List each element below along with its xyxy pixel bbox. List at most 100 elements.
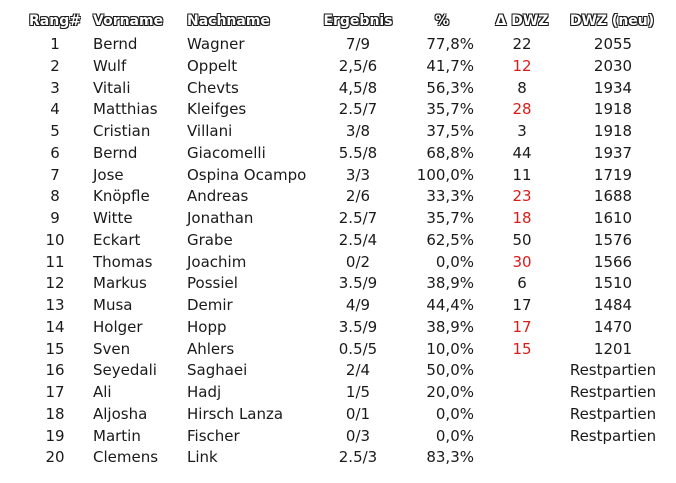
cell-delta-dwz: 23 — [512, 187, 532, 206]
table-row: 20 Clemens Link 2.5/3 83,3% — [0, 446, 676, 468]
table-row: 1 Bernd Wagner 7/9 77,8% 22 2055 — [0, 33, 676, 55]
table-row: 16 Seyedali Saghaei 2/4 50,0% Restpartien — [0, 359, 676, 381]
table-row: 15 Sven Ahlers 0.5/5 10,0% 15 1201 — [0, 338, 676, 360]
cell-rank: 13 — [45, 296, 65, 314]
cell-percent: 56,3% — [426, 78, 474, 97]
cell-dwz-new: 1934 — [593, 78, 633, 97]
cell-percent: 33,3% — [426, 187, 474, 206]
cell-delta-dwz: 12 — [512, 56, 532, 75]
cell-result: 2,5/6 — [338, 56, 378, 75]
cell-first-name: Sven — [93, 339, 131, 358]
cell-delta-dwz: 3 — [517, 122, 527, 140]
cell-percent: 35,7% — [426, 209, 474, 227]
cell-percent: 68,8% — [426, 143, 474, 162]
cell-dwz-new: Restpartien — [569, 383, 657, 401]
cell-rank: 12 — [45, 274, 65, 293]
cell-rank: 20 — [45, 448, 65, 467]
cell-first-name: Seyedali — [93, 361, 157, 380]
cell-first-name: Knöpfle — [93, 187, 150, 206]
cell-last-name: Ospina Ocampo — [187, 165, 307, 184]
table-row: 2 Wulf Oppelt 2,5/6 41,7% 12 2030 — [0, 55, 676, 77]
cell-result: 2.5/7 — [338, 100, 378, 119]
cell-percent: 77,8% — [426, 35, 474, 53]
cell-dwz-new: 1566 — [593, 252, 633, 271]
cell-last-name: Jonathan — [187, 209, 254, 227]
cell-last-name: Wagner — [187, 35, 245, 53]
cell-last-name: Saghaei — [187, 361, 248, 380]
cell-result: 3/8 — [345, 122, 371, 140]
cell-rank: 14 — [45, 317, 65, 336]
cell-first-name: Bernd — [93, 35, 138, 53]
cell-result: 2.5/3 — [338, 448, 378, 467]
cell-result: 1/5 — [345, 383, 371, 401]
cell-first-name: Bernd — [93, 143, 138, 162]
cell-result: 0/2 — [345, 252, 371, 271]
cell-rank: 4 — [50, 100, 60, 119]
cell-delta-dwz: 11 — [512, 165, 532, 184]
cell-last-name: Joachim — [187, 252, 247, 271]
cell-last-name: Hadj — [187, 383, 222, 401]
table-row: 18 Aljosha Hirsch Lanza 0/1 0,0% Restpartien — [0, 403, 676, 425]
cell-first-name: Wulf — [93, 56, 127, 75]
cell-dwz-new: 1688 — [593, 187, 633, 206]
cell-dwz-new: 1610 — [593, 209, 633, 227]
cell-first-name: Thomas — [93, 252, 153, 271]
cell-rank: 18 — [45, 404, 65, 423]
cell-percent: 0,0% — [435, 426, 474, 445]
cell-dwz-new: 1918 — [593, 100, 633, 119]
cell-result: 3.5/9 — [338, 317, 378, 336]
table-row: 3 Vitali Chevts 4,5/8 56,3% 8 1934 — [0, 77, 676, 99]
cell-delta-dwz: 50 — [512, 230, 532, 249]
cell-rank: 9 — [50, 209, 60, 227]
cell-first-name: Jose — [93, 165, 124, 184]
table-row: 17 Ali Hadj 1/5 20,0% Restpartien — [0, 381, 676, 403]
cell-delta-dwz: 18 — [512, 209, 532, 227]
cell-percent: 38,9% — [426, 274, 474, 293]
cell-first-name: Eckart — [93, 230, 141, 249]
cell-result: 3.5/9 — [338, 274, 378, 293]
cell-percent: 44,4% — [426, 296, 474, 314]
table-row: 14 Holger Hopp 3.5/9 38,9% 17 1470 — [0, 316, 676, 338]
cell-last-name: Giacomelli — [187, 143, 266, 162]
cell-dwz-new: 1510 — [593, 274, 633, 293]
cell-result: 0/1 — [345, 404, 371, 423]
cell-percent: 10,0% — [426, 339, 474, 358]
header-dwz-new: DWZ (neu) — [569, 13, 655, 29]
cell-last-name: Ahlers — [187, 339, 235, 358]
cell-rank: 3 — [50, 78, 60, 97]
cell-result: 0/3 — [345, 426, 371, 445]
table-row: 10 Eckart Grabe 2.5/4 62,5% 50 1576 — [0, 229, 676, 251]
cell-delta-dwz: 30 — [512, 252, 532, 271]
cell-dwz-new: 1470 — [593, 317, 633, 336]
cell-percent: 83,3% — [426, 448, 474, 467]
cell-dwz-new: 1201 — [593, 339, 633, 358]
cell-dwz-new: 1937 — [593, 143, 633, 162]
cell-first-name: Clemens — [93, 448, 159, 467]
cell-rank: 10 — [45, 230, 65, 249]
header-last-name: Nachname — [187, 13, 270, 29]
cell-result: 2.5/4 — [338, 230, 378, 249]
cell-percent: 62,5% — [426, 230, 474, 249]
table-row: 5 Cristian Villani 3/8 37,5% 3 1918 — [0, 120, 676, 142]
cell-rank: 17 — [45, 383, 65, 401]
cell-dwz-new: Restpartien — [569, 361, 657, 380]
header-delta-dwz: Δ DWZ — [495, 13, 549, 29]
cell-percent: 50,0% — [426, 361, 474, 380]
header-first-name: Vorname — [93, 13, 164, 29]
cell-dwz-new: 2055 — [593, 35, 633, 53]
cell-percent: 37,5% — [426, 122, 474, 140]
cell-last-name: Fischer — [187, 426, 240, 445]
table-row: 19 Martin Fischer 0/3 0,0% Restpartien — [0, 425, 676, 447]
cell-dwz-new: Restpartien — [569, 426, 657, 445]
cell-rank: 2 — [50, 56, 60, 75]
cell-first-name: Ali — [93, 383, 112, 401]
cell-delta-dwz: 44 — [512, 143, 532, 162]
cell-first-name: Matthias — [93, 100, 158, 119]
table-row: 9 Witte Jonathan 2.5/7 35,7% 18 1610 — [0, 207, 676, 229]
cell-first-name: Vitali — [93, 78, 131, 97]
cell-last-name: Hopp — [187, 317, 227, 336]
cell-rank: 15 — [45, 339, 65, 358]
table-row: 8 Knöpfle Andreas 2/6 33,3% 23 1688 — [0, 185, 676, 207]
cell-dwz-new: Restpartien — [569, 404, 657, 423]
cell-rank: 8 — [50, 187, 60, 206]
